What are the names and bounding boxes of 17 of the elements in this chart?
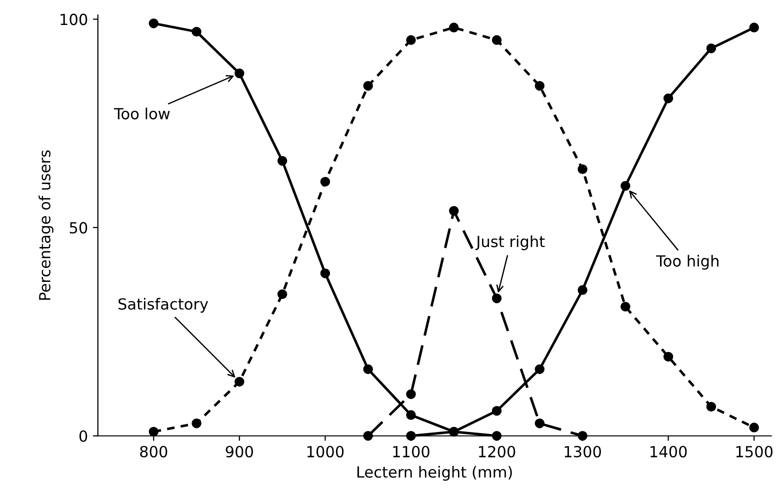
x-tick-label: 1100 xyxy=(393,446,430,458)
text: Satisfactory xyxy=(118,298,208,313)
y-tick-label: 100 xyxy=(60,14,88,26)
series-label: Just right xyxy=(475,235,545,250)
y-tick-label: 0 xyxy=(79,430,88,442)
x-axis-title: Lectern height (mm) xyxy=(357,466,512,481)
y-tick-label: 50 xyxy=(70,222,88,234)
x-tick-label: 1500 xyxy=(736,446,773,458)
x-tick-label: 900 xyxy=(226,446,253,458)
text: Too low xyxy=(114,108,170,120)
x-tick-label: 800 xyxy=(140,446,168,458)
y-axis-title: Percentage of users xyxy=(38,150,54,300)
x-tick-label: 1400 xyxy=(650,446,687,458)
x-tick-label: 1200 xyxy=(478,446,516,458)
text: Too high xyxy=(656,254,718,270)
x-tick-label: 1300 xyxy=(564,446,601,458)
x-tick-label: 1000 xyxy=(307,446,344,458)
